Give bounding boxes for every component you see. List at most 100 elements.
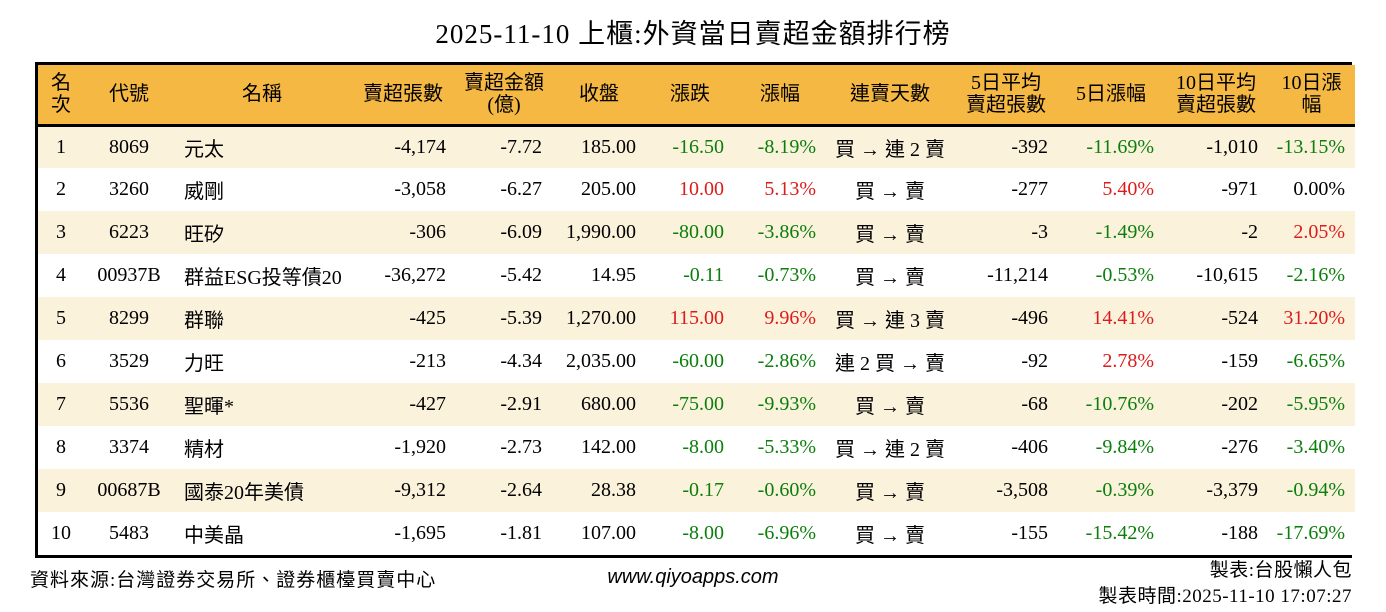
ranking-table: 名次 代號 名稱 賣超張數 賣超金額 (億) 收盤 漲跌 漲幅 連賣天數 5日平均 賣超張數 5日漲幅 1… [38,65,1355,555]
page-title: 2025-11-10 上櫃:外資當日賣超金額排行榜 [435,18,951,49]
cell-sell-shares: -36,272 [384,264,446,286]
cell-code: 00687B [97,479,161,501]
cell-avg5-shares: -392 [1011,135,1048,158]
column-header-code: 代號 [84,65,174,127]
cell-code: 3529 [109,350,149,372]
cell-sell-streak: 買 → 連 2 賣 [835,439,945,461]
cell-rank: 5 [56,307,66,329]
cell-sell-shares: -4,174 [394,135,446,158]
cell-avg10-shares: -3,379 [1206,479,1258,501]
cell-sell-amount: -2.91 [500,393,542,415]
cell-pct5: 5.40% [1102,178,1154,200]
cell-avg10-shares: -202 [1221,393,1258,415]
table-body: 1 8069 元太 -4,174 -7.72 185.00 -16.50 -8.19% 買 → … [38,125,1355,555]
cell-sell-amount: -4.34 [500,350,542,372]
cell-pct10: -5.95% [1286,393,1345,415]
column-header-pct10: 10日漲幅 [1268,65,1355,127]
cell-avg10-shares: -159 [1221,350,1258,372]
cell-name: 群聯 [184,310,224,332]
cell-rank: 10 [51,522,71,544]
cell-change: -8.00 [682,436,724,458]
cell-change: -80.00 [672,221,724,243]
cell-pct5: 14.41% [1092,307,1154,329]
cell-avg10-shares: -524 [1221,307,1258,329]
cell-pct10: -3.40% [1286,436,1345,458]
table-row: 5 8299 群聯 -425 -5.39 1,270.00 115.00 9.96% 買 → 連… [38,297,1355,340]
cell-avg5-shares: -11,214 [987,264,1048,286]
cell-sell-shares: -1,920 [394,436,446,458]
cell-sell-amount: -6.27 [500,178,542,200]
cell-name: 群益ESG投等債20 [184,267,342,289]
cell-change-pct: 9.96% [764,307,816,329]
table-row: 6 3529 力旺 -213 -4.34 2,035.00 -60.00 -2.86% 連 2 … [38,340,1355,383]
cell-sell-shares: -306 [409,221,446,243]
cell-sell-streak: 買 → 賣 [855,181,925,203]
cell-change: 10.00 [679,178,724,200]
cell-sell-streak: 買 → 賣 [855,482,925,504]
cell-sell-shares: -1,695 [394,522,446,544]
table-row: 9 00687B 國泰20年美債 -9,312 -2.64 28.38 -0.17 -0.60… [38,469,1355,512]
column-header-change-pct: 漲幅 [734,65,826,127]
cell-code: 5536 [109,393,149,415]
cell-close: 28.38 [591,479,636,501]
table-header-row: 名次 代號 名稱 賣超張數 賣超金額 (億) 收盤 漲跌 漲幅 連賣天數 5日平均 賣超張數 5日漲幅 1… [38,65,1355,127]
table-row: 1 8069 元太 -4,174 -7.72 185.00 -16.50 -8.19% 買 → … [38,125,1355,168]
cell-change-pct: -0.60% [757,479,816,501]
cell-sell-streak: 買 → 賣 [855,224,925,246]
cell-pct10: -2.16% [1286,264,1345,286]
cell-name: 聖暉* [184,396,234,418]
cell-change-pct: -5.33% [757,436,816,458]
cell-rank: 7 [56,393,66,415]
cell-code: 5483 [109,522,149,544]
cell-code: 6223 [109,221,149,243]
cell-avg5-shares: -277 [1011,178,1048,200]
cell-close: 107.00 [581,522,636,544]
cell-change: 115.00 [669,307,724,329]
cell-rank: 2 [56,178,66,200]
cell-code: 3260 [109,178,149,200]
column-header-name: 名稱 [174,65,350,127]
cell-pct10: 0.00% [1293,178,1345,200]
cell-rank: 4 [56,264,66,286]
cell-pct5: -11.69% [1086,135,1154,158]
cell-sell-streak: 買 → 賣 [855,525,925,547]
cell-pct5: -15.42% [1085,522,1154,544]
cell-sell-streak: 連 2 買 → 賣 [835,353,945,375]
cell-change: -8.00 [682,522,724,544]
cell-pct5: -0.39% [1095,479,1154,501]
cell-sell-shares: -425 [409,307,446,329]
column-header-avg10-shares: 10日平均 賣超張數 [1164,65,1268,127]
data-source-label: 資料來源:台灣證券交易所、證券櫃檯買賣中心 [30,570,437,591]
credit-block: 製表:台股懶人包 製表時間:2025-11-10 17:07:27 [1098,558,1352,610]
cell-sell-amount: -5.39 [500,307,542,329]
cell-name: 精材 [184,439,224,461]
cell-avg10-shares: -971 [1221,178,1258,200]
ranking-table-frame: 名次 代號 名稱 賣超張數 賣超金額 (億) 收盤 漲跌 漲幅 連賣天數 5日平均 賣超張數 5日漲幅 1… [35,62,1355,558]
column-header-rank: 名次 [38,65,84,127]
cell-sell-shares: -213 [409,350,446,372]
cell-change-pct: -6.96% [757,522,816,544]
cell-change: -16.50 [672,135,724,158]
cell-code: 8069 [109,135,149,158]
column-header-sell-streak: 連賣天數 [826,65,954,127]
cell-pct5: -0.53% [1095,264,1154,286]
cell-sell-amount: -2.64 [500,479,542,501]
cell-sell-amount: -1.81 [500,522,542,544]
cell-sell-amount: -2.73 [500,436,542,458]
cell-close: 205.00 [581,178,636,200]
cell-sell-amount: -6.09 [500,221,542,243]
cell-change-pct: 5.13% [764,178,816,200]
cell-avg10-shares: -2 [1241,221,1258,243]
cell-pct5: -10.76% [1085,393,1154,415]
cell-change: -75.00 [672,393,724,415]
cell-sell-streak: 買 → 連 2 賣 [835,138,945,161]
cell-pct10: -13.15% [1276,135,1345,158]
table-row: 2 3260 威剛 -3,058 -6.27 205.00 10.00 5.13% 買 → 賣 -… [38,168,1355,211]
cell-sell-streak: 買 → 連 3 賣 [835,310,945,332]
table-row: 8 3374 精材 -1,920 -2.73 142.00 -8.00 -5.33% 買 → 連… [38,426,1355,469]
column-header-pct5: 5日漲幅 [1058,65,1164,127]
cell-rank: 3 [56,221,66,243]
cell-name: 力旺 [184,353,224,375]
cell-sell-shares: -427 [409,393,446,415]
cell-change-pct: -3.86% [757,221,816,243]
